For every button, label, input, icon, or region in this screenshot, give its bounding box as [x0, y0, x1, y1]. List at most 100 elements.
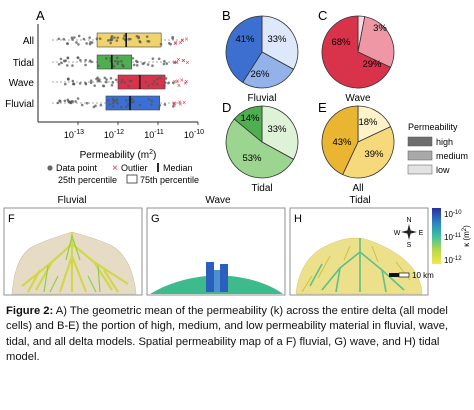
- data-point: [158, 103, 162, 107]
- pie-slice-label: 33%: [267, 34, 287, 45]
- data-point: [76, 56, 80, 59]
- data-point: [155, 82, 159, 86]
- data-point: [62, 59, 66, 63]
- data-point: [63, 99, 67, 103]
- pie-slice-label: 39%: [364, 149, 384, 160]
- data-point: [88, 59, 92, 63]
- data-point: [94, 104, 97, 108]
- data-point: [109, 41, 112, 45]
- caption-label: Figure 2:: [6, 305, 54, 317]
- perm-low-label: low: [436, 165, 450, 175]
- data-point: [134, 59, 138, 63]
- data-point: [151, 82, 155, 86]
- data-point: [79, 58, 82, 62]
- map-f-letter: F: [8, 213, 15, 225]
- data-point: [158, 76, 162, 80]
- category-label: Wave: [9, 78, 35, 89]
- data-point: [163, 59, 166, 63]
- data-point: [125, 99, 128, 102]
- pie-slice-label: 14%: [240, 113, 260, 124]
- data-point: [67, 77, 70, 81]
- pie-title: Fluvial: [248, 93, 277, 104]
- data-point: [147, 84, 150, 88]
- data-point: [110, 38, 114, 41]
- outlier-point: ×: [173, 41, 177, 48]
- data-point: [112, 99, 116, 103]
- map-h-title: Tidal: [349, 195, 370, 206]
- data-point: [71, 64, 74, 67]
- data-point: [69, 101, 72, 104]
- data-point: [74, 100, 77, 103]
- data-point: [146, 39, 149, 43]
- data-point: [119, 80, 123, 84]
- x-tick-label: 10-11: [144, 129, 164, 140]
- data-point: [65, 64, 69, 67]
- outlier-point: ×: [178, 100, 182, 107]
- x-tick-label: 10-10: [184, 129, 204, 140]
- legend-p25: 25th percentile: [58, 175, 117, 185]
- outlier-point: ×: [183, 81, 187, 88]
- scale-bar-label: 10 km: [412, 271, 434, 280]
- map-g-title: Wave: [205, 195, 231, 206]
- data-point: [77, 34, 81, 38]
- data-point: [157, 106, 161, 109]
- figure-caption: Figure 2: A) The geometric mean of the p…: [6, 304, 468, 366]
- category-label: Fluvial: [5, 99, 34, 110]
- data-point: [73, 36, 76, 39]
- outlier-point: ×: [175, 60, 179, 67]
- data-point: [105, 57, 108, 60]
- data-point: [116, 60, 120, 63]
- pie-slice-low: [357, 105, 392, 143]
- wave-channel-left: [206, 262, 214, 292]
- scale-bar-black: [389, 273, 399, 277]
- panel-a-legend: Data point × Outlier Median 25th percent…: [47, 163, 199, 185]
- map-f: Fluvial F: [3, 195, 143, 296]
- data-point: [122, 65, 125, 68]
- data-point: [139, 40, 142, 44]
- data-point: [159, 42, 163, 46]
- data-point: [171, 37, 174, 40]
- data-point: [150, 103, 153, 107]
- outlier-point: ×: [180, 38, 184, 45]
- data-point: [111, 104, 115, 108]
- map-f-title: Fluvial: [58, 195, 87, 206]
- pie-title: Wave: [345, 93, 371, 104]
- pie-slice-label: 53%: [242, 153, 262, 164]
- perm-legend-title: Permeability: [408, 122, 458, 132]
- data-point: [165, 62, 169, 65]
- pie-slice-high: [321, 105, 359, 176]
- category-label: All: [23, 36, 34, 47]
- data-point: [121, 78, 124, 82]
- pie-slice-medium: [342, 126, 395, 179]
- pie-slice-low: [261, 105, 299, 160]
- x-tick-label: 10-12: [104, 129, 124, 140]
- perm-medium-swatch: [407, 150, 433, 161]
- pie-slice-label: 26%: [250, 69, 270, 80]
- legend-data-point: Data point: [56, 163, 98, 173]
- outlier-point: ×: [173, 79, 177, 86]
- compass-needle: [401, 224, 417, 240]
- pie-slice-medium: [242, 51, 295, 89]
- outlier-point: ×: [184, 79, 188, 86]
- pie-slice-medium: [225, 118, 295, 179]
- map-g: Wave G: [146, 195, 286, 296]
- panel-a-letter: A: [36, 8, 45, 23]
- colorbar-label: κ (m2): [462, 225, 471, 247]
- data-point: [66, 98, 70, 102]
- x-ticks: 10-13 10-12 10-11 10-10: [64, 122, 204, 140]
- outlier-point: ×: [185, 60, 189, 67]
- data-point: [80, 103, 84, 107]
- pie-slice-label: 68%: [331, 37, 351, 48]
- data-point: [66, 42, 69, 46]
- data-point: [85, 101, 89, 105]
- data-point: [130, 97, 134, 101]
- pie-slice-label: 33%: [267, 124, 287, 135]
- outlier-marker: ×: [112, 163, 118, 174]
- data-point: [114, 99, 118, 103]
- data-point: [122, 37, 125, 40]
- data-point: [138, 103, 142, 107]
- outlier-point: ×: [177, 83, 181, 90]
- data-point: [129, 79, 133, 83]
- data-point: [66, 56, 70, 60]
- data-point: [116, 101, 119, 105]
